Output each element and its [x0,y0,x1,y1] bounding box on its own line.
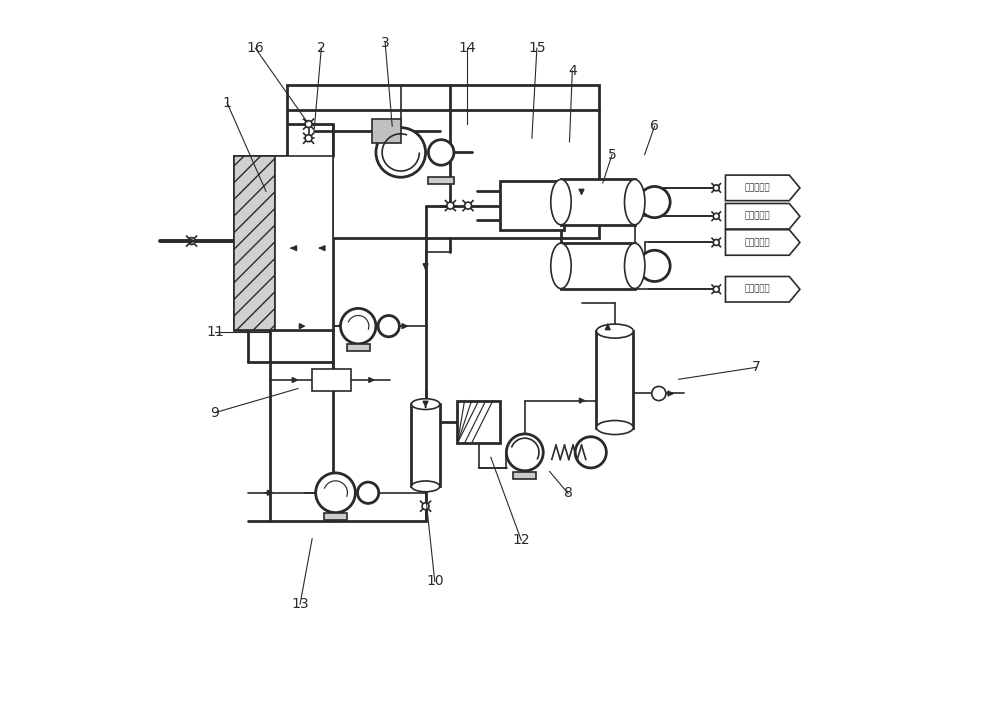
Bar [411,404,440,486]
Ellipse shape [596,324,633,338]
Bar [347,344,370,351]
Circle shape [639,186,670,218]
Bar [513,472,536,479]
Text: 5: 5 [608,147,616,162]
Bar [372,119,401,143]
Text: 15: 15 [528,41,546,55]
Text: 16: 16 [247,41,264,55]
Circle shape [340,308,376,344]
Text: 2: 2 [317,41,326,55]
Polygon shape [725,175,800,201]
Circle shape [188,238,195,245]
Text: 深冷水回水: 深冷水回水 [745,238,770,247]
Circle shape [575,437,606,468]
Text: 7: 7 [752,360,761,374]
Text: 13: 13 [291,597,309,611]
Circle shape [639,250,670,281]
Circle shape [357,482,379,503]
Ellipse shape [551,243,571,289]
Circle shape [422,503,429,510]
Bar [457,401,500,443]
Bar [500,181,564,230]
Circle shape [428,140,454,165]
Polygon shape [725,230,800,255]
Circle shape [465,202,472,209]
Text: 12: 12 [512,533,530,547]
Text: 8: 8 [564,486,573,501]
Bar [287,85,599,238]
Bar [234,156,333,330]
Text: 10: 10 [426,574,444,588]
Text: 9: 9 [211,406,219,420]
Bar [561,179,635,225]
Bar [596,331,633,428]
Bar [324,513,347,520]
Ellipse shape [411,481,440,492]
Circle shape [305,121,312,128]
Text: 深冷水上水: 深冷水上水 [745,285,770,294]
Bar [275,156,333,330]
Circle shape [316,473,355,513]
Ellipse shape [625,179,645,225]
Circle shape [378,316,399,337]
Ellipse shape [596,420,633,435]
Bar [561,243,635,289]
Circle shape [376,128,426,177]
Bar [428,177,454,184]
Text: 6: 6 [650,119,659,133]
Polygon shape [725,277,800,302]
Text: 14: 14 [459,41,476,55]
Circle shape [713,286,719,292]
Text: 循环水上水: 循环水上水 [745,212,770,220]
Circle shape [447,202,454,209]
Circle shape [506,434,543,471]
Text: 4: 4 [568,64,577,78]
Circle shape [652,386,666,401]
Ellipse shape [551,179,571,225]
Bar [312,369,351,391]
Circle shape [713,185,719,191]
Text: 3: 3 [381,35,390,50]
Circle shape [713,240,719,245]
Text: 1: 1 [223,96,231,110]
Polygon shape [725,203,800,229]
Bar [234,156,275,330]
Ellipse shape [625,243,645,289]
Ellipse shape [411,398,440,410]
Text: 循环水回水: 循环水回水 [745,184,770,192]
Circle shape [713,213,719,219]
Circle shape [305,135,312,142]
Text: 11: 11 [206,325,224,339]
